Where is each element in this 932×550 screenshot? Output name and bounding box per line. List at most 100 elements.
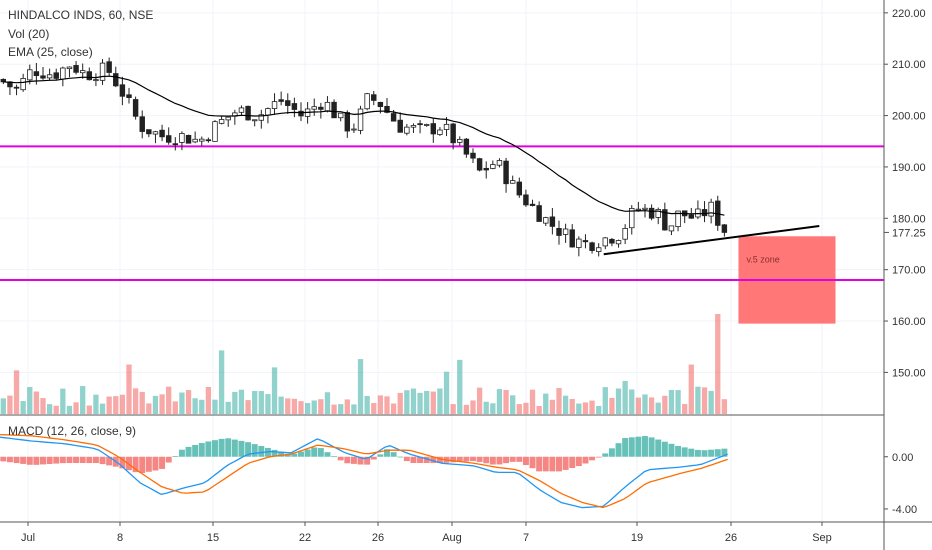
macd-histogram-bar (694, 449, 701, 457)
volume-bar (457, 359, 463, 414)
candle (79, 63, 86, 79)
candle (410, 123, 417, 133)
volume-bar (642, 394, 648, 414)
candle (212, 120, 218, 142)
macd-histogram-bar (529, 456, 536, 469)
candle (695, 200, 701, 220)
macd-histogram-bar (198, 443, 205, 457)
candle (648, 204, 655, 221)
macd-histogram-bar (602, 453, 609, 457)
support-trendline[interactable] (603, 225, 820, 256)
macd-histogram-bar (192, 444, 199, 457)
volume-bar (304, 403, 311, 414)
macd-histogram-bar (106, 456, 113, 466)
volume-bar (721, 399, 728, 414)
macd-histogram-bar (628, 437, 635, 457)
candle (629, 205, 635, 235)
volume-bar (562, 395, 569, 414)
volume-bar (675, 390, 681, 414)
candle (258, 109, 265, 129)
macd-histogram-bar (258, 446, 265, 457)
volume-bar (655, 402, 661, 414)
macd-histogram-bar (635, 436, 642, 457)
macd-histogram-bar (350, 456, 357, 464)
macd-histogram-bar (278, 451, 285, 457)
volume-bar (351, 404, 357, 414)
volume-bar (132, 388, 139, 414)
candle (66, 66, 73, 78)
macd-histogram-bar (714, 449, 721, 457)
time-tick-label: Jul (21, 532, 35, 544)
time-tick-label: 8 (117, 532, 123, 544)
macd-histogram-bar (185, 446, 192, 457)
volume-bar (404, 390, 410, 414)
candle (655, 207, 661, 225)
volume-bar (13, 370, 20, 414)
volume-bar (549, 399, 556, 414)
macd-histogram-bar (569, 456, 576, 468)
volume-bar (450, 404, 456, 414)
volume-bar (529, 389, 536, 414)
volume-bar (159, 394, 165, 414)
volume-bar (602, 387, 608, 414)
candle (172, 137, 179, 151)
volume-bar (311, 400, 317, 414)
volume-bar (516, 404, 522, 414)
candle (205, 137, 212, 143)
candle (457, 136, 463, 146)
candle (351, 123, 357, 134)
candle (40, 67, 46, 80)
candle (291, 97, 298, 118)
price-scale-background[interactable] (884, 0, 932, 550)
volume-bar (377, 395, 384, 414)
volume-bar (139, 391, 145, 414)
candle (93, 73, 99, 87)
volume-bar (7, 395, 13, 414)
volume-bar (430, 391, 436, 414)
price-tick-label: 190.00 (892, 162, 926, 174)
candle (245, 105, 251, 121)
macd-histogram-bar (324, 452, 331, 457)
volume-bar (152, 395, 159, 414)
horizontal-levels (0, 145, 884, 281)
macd-histogram-bar (165, 456, 172, 463)
candle (146, 129, 152, 138)
macd-histogram-bar (364, 456, 371, 465)
macd-histogram-bar (615, 443, 622, 457)
candle (503, 157, 509, 193)
volume-bar (344, 399, 350, 414)
time-tick-label: Sep (812, 532, 832, 544)
volume-bar (106, 396, 112, 414)
volume-bar (635, 397, 642, 414)
volume-bar (582, 402, 589, 414)
candle (443, 117, 450, 137)
candle (364, 92, 370, 111)
candle (622, 224, 628, 244)
volume-bar (576, 403, 582, 414)
volume-bar (0, 398, 6, 414)
price-tick-label: 170.00 (892, 265, 926, 277)
macd-histogram-bar (218, 438, 225, 457)
macd-histogram-bar (648, 437, 655, 457)
macd-histogram-bar (384, 449, 390, 457)
macd-histogram-bar (423, 456, 430, 464)
volume-bar (232, 391, 238, 414)
volume-bar (291, 398, 298, 414)
candle (536, 201, 542, 222)
macd-histogram-bar (13, 456, 20, 464)
macd-histogram-bar (284, 453, 291, 457)
volume-bar (648, 397, 655, 414)
candle (251, 119, 258, 127)
macd-histogram-bar (212, 440, 218, 457)
zone-label: v.5 zone (746, 254, 779, 264)
time-tick-label: Aug (442, 532, 462, 544)
volume-bar (278, 396, 284, 414)
candle (119, 76, 126, 106)
volume-bar (185, 390, 192, 414)
candle (344, 110, 351, 138)
volume-bar (73, 402, 79, 414)
macd-histogram-bar (20, 456, 27, 464)
candle (476, 157, 483, 172)
macd-histogram-bar (397, 456, 404, 458)
